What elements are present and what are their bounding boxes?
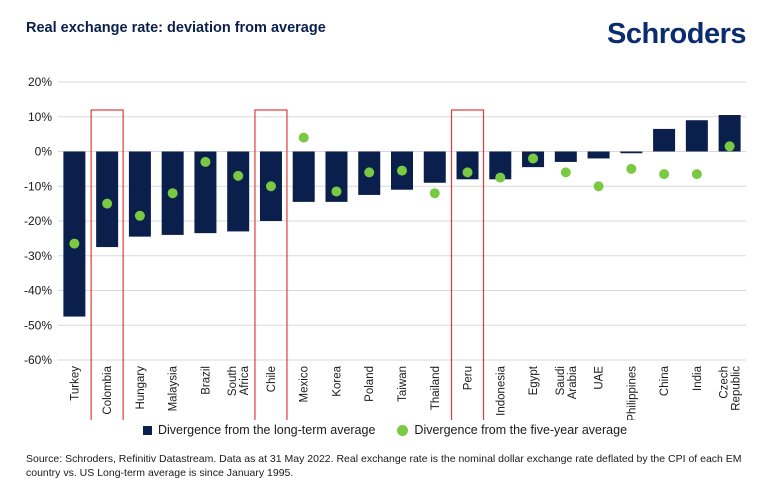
dot-uae	[593, 181, 604, 192]
chart-area: 20% 10% 0% -10% -20% -30% -40% -50% -60% Turkey C…	[24, 75, 746, 420]
y-tick-label: 20%	[28, 75, 52, 89]
x-tick-label: Mexico	[299, 366, 311, 402]
y-tick-label: 0%	[35, 145, 53, 159]
x-tick-label: Czech	[719, 366, 731, 399]
x-tick-label: Thailand	[430, 366, 442, 410]
y-tick-label: -10%	[24, 179, 52, 193]
dot-chile	[265, 181, 276, 192]
x-tick-label: Korea	[331, 365, 343, 396]
bar-korea	[325, 151, 348, 202]
x-tick-label: Colombia	[102, 365, 114, 414]
y-tick-label: -40%	[24, 284, 52, 298]
bar-south-africa	[227, 151, 250, 232]
y-tick-label: 10%	[28, 110, 52, 124]
dot-egypt	[528, 153, 539, 164]
x-tick-label: Poland	[364, 366, 376, 402]
chart-title: Real exchange rate: deviation from avera…	[26, 20, 326, 36]
legend-label-five-year: Divergence from the five-year average	[414, 423, 628, 437]
dot-series	[69, 132, 735, 249]
x-tick-label: Malaysia	[168, 365, 180, 411]
x-tick-label: Turkey	[69, 366, 81, 401]
x-tick-label: Chile	[266, 366, 278, 392]
x-tick-label: Egypt	[528, 365, 540, 395]
legend-item-long-term: Divergence from the long-term average	[142, 423, 376, 437]
x-tick-label: Philippines	[626, 366, 638, 420]
x-tick-label: UAE	[594, 366, 606, 390]
dot-india	[691, 169, 702, 180]
legend-square-icon	[142, 425, 152, 435]
y-tick-label: -30%	[24, 249, 52, 263]
x-tick-label: China	[659, 365, 671, 396]
brand-logo: Schroders	[607, 18, 746, 50]
x-tick-label: Republic	[731, 366, 743, 411]
highlight-boxes	[90, 109, 485, 420]
y-tick-label: -50%	[24, 318, 52, 332]
dot-south-africa	[233, 170, 244, 181]
x-tick-label: South	[227, 366, 239, 396]
dot-saudi-arabia	[560, 167, 571, 178]
bar-series	[63, 115, 741, 317]
dot-peru	[462, 167, 473, 178]
x-tick-label: Brazil	[200, 366, 212, 395]
dot-thailand	[429, 188, 440, 199]
bar-philippines	[620, 151, 643, 154]
source-note: Source: Schroders, Refinitiv Datastream.…	[26, 453, 742, 479]
x-tick-label: Hungary	[135, 366, 147, 410]
bar-mexico	[292, 151, 315, 202]
x-tick-label: Arabia	[567, 365, 579, 399]
bar-indonesia	[489, 151, 512, 180]
dot-colombia	[102, 198, 113, 209]
x-tick-label: India	[692, 365, 704, 391]
y-tick-label: -60%	[24, 353, 52, 367]
highlight-box-peru	[450, 109, 485, 420]
dot-china	[659, 169, 670, 180]
x-axis-labels: Turkey Colombia Hungary Malaysia Brazil South…	[69, 365, 742, 420]
dot-korea	[331, 186, 342, 197]
bar-brazil	[194, 151, 217, 234]
legend: Divergence from the long-term average Di…	[0, 423, 770, 437]
highlight-box-chile	[254, 109, 288, 420]
bar-china	[653, 128, 676, 152]
x-tick-label: Taiwan	[397, 366, 409, 402]
highlight-box-colombia	[90, 109, 124, 420]
x-tick-label: Peru	[463, 366, 475, 390]
y-axis-ticks: 20% 10% 0% -10% -20% -30% -40% -50% -60%	[24, 75, 52, 367]
dot-brazil	[200, 156, 211, 167]
dot-taiwan	[397, 165, 407, 176]
x-tick-label: Africa	[239, 365, 251, 395]
bar-uae	[587, 151, 610, 159]
bar-peru	[456, 151, 479, 180]
dot-turkey	[69, 238, 80, 249]
dot-czech-republic	[724, 141, 735, 152]
bar-india	[685, 120, 708, 152]
x-tick-label: Saudi	[555, 366, 567, 395]
bar-thailand	[423, 151, 446, 183]
x-tick-label: Indonesia	[495, 365, 507, 415]
bar-czech-republic	[718, 115, 741, 152]
legend-label-long-term: Divergence from the long-term average	[157, 423, 376, 437]
dot-philippines	[626, 163, 637, 174]
legend-item-five-year: Divergence from the five-year average	[397, 423, 627, 437]
dot-poland	[364, 167, 375, 178]
dot-indonesia	[495, 172, 506, 183]
dot-malaysia	[167, 188, 178, 199]
gridlines	[58, 81, 746, 361]
y-tick-label: -20%	[24, 214, 52, 228]
dot-hungary	[134, 210, 145, 221]
bar-hungary	[128, 151, 151, 237]
legend-dot-icon	[397, 424, 409, 436]
dot-mexico	[298, 132, 309, 143]
bar-turkey	[63, 151, 86, 317]
bar-saudi-arabia	[554, 151, 577, 162]
